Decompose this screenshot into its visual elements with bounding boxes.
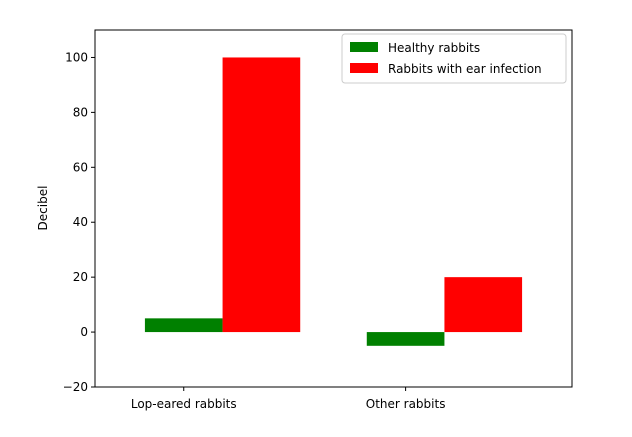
y-tick-label: 100: [65, 50, 88, 64]
y-tick-label: 0: [80, 325, 88, 339]
x-tick-label: Lop-eared rabbits: [131, 397, 237, 411]
bar-healthy-1: [366, 332, 445, 346]
legend-box: [341, 33, 567, 84]
x-axis: Lop-eared rabbits Other rabbits: [131, 387, 446, 411]
legend-swatch: [350, 63, 378, 73]
y-axis-label: Decibel: [36, 186, 50, 231]
y-tick-label: 80: [73, 105, 88, 119]
bars-layer: [144, 57, 523, 346]
legend-label: Rabbits with ear infection: [388, 62, 542, 76]
bar-infected-1: [444, 277, 523, 333]
y-tick-label: 40: [73, 215, 88, 229]
x-tick-label: Other rabbits: [366, 397, 446, 411]
bar-healthy-0: [144, 318, 223, 333]
y-tick-label: 60: [73, 160, 88, 174]
plot-area-frame: [94, 29, 573, 388]
y-axis: −20 0 20 40 60 80 100: [63, 50, 95, 394]
legend: Healthy rabbits Rabbits with ear infectio…: [341, 33, 567, 84]
y-tick-label: 20: [73, 270, 88, 284]
y-tick-label: −20: [63, 380, 88, 394]
bar-infected-0: [222, 57, 301, 333]
legend-label: Healthy rabbits: [388, 41, 480, 55]
legend-swatch: [350, 42, 378, 52]
